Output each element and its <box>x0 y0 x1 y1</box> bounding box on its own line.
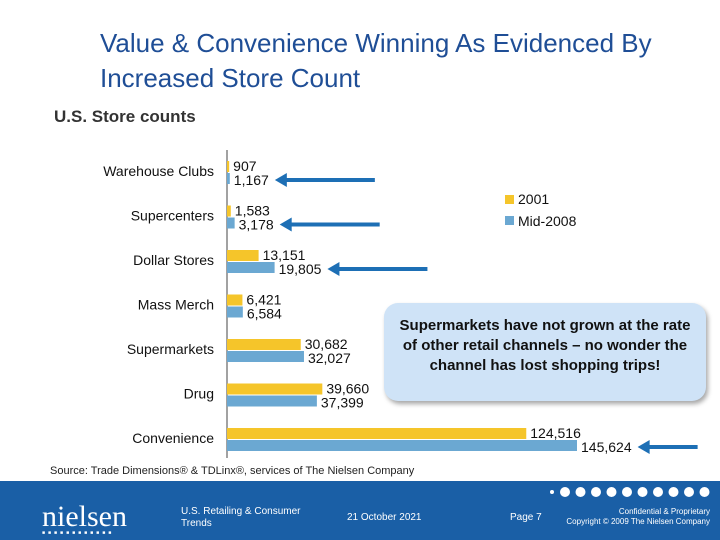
value-label-mid-2008: 19,805 <box>279 261 322 277</box>
legend-swatch-mid-2008 <box>505 216 514 225</box>
footer-date: 21 October 2021 <box>347 512 422 523</box>
decorative-dots <box>550 487 710 497</box>
chart-subtitle: U.S. Store counts <box>54 107 196 126</box>
footer-dot <box>668 487 679 497</box>
bar-2001 <box>227 383 323 395</box>
footer-dot <box>637 487 648 497</box>
value-label-mid-2008: 32,027 <box>308 350 351 366</box>
category-label: Convenience <box>132 430 214 446</box>
footer-confidential: Confidential & Proprietary Copyright © 2… <box>560 507 710 527</box>
footer-dot <box>653 487 663 497</box>
footer-dot <box>606 487 617 497</box>
bar-mid-2008 <box>227 306 243 318</box>
footer-dot <box>699 487 710 497</box>
value-label-2001: 907 <box>233 158 257 174</box>
footer-page-number: Page 7 <box>510 512 542 523</box>
callout-arrow-head <box>274 173 287 187</box>
logo-dots-decoration: ■■■■■■■■■■■■ <box>42 530 115 536</box>
value-label-mid-2008: 37,399 <box>321 395 364 411</box>
footer-dot <box>684 487 694 497</box>
category-label: Dollar Stores <box>133 252 214 268</box>
bar-mid-2008 <box>227 173 230 184</box>
value-label-2001: 30,682 <box>305 336 348 352</box>
bar-mid-2008 <box>227 351 304 362</box>
footer-copyright-line: Copyright © 2009 The Nielsen Company <box>566 517 710 526</box>
bar-2001 <box>227 428 527 439</box>
bar-mid-2008 <box>227 217 235 229</box>
value-label-mid-2008: 145,624 <box>581 439 632 455</box>
value-label-mid-2008: 1,167 <box>234 172 269 188</box>
footer-dot <box>575 487 586 497</box>
value-label-mid-2008: 3,178 <box>239 217 274 233</box>
value-label-mid-2008: 6,584 <box>247 306 282 322</box>
category-label: Supercenters <box>131 208 214 224</box>
callout-arrow-head <box>327 262 340 276</box>
footer-dot <box>560 487 570 497</box>
footer-confidential-line: Confidential & Proprietary <box>618 507 710 516</box>
value-label-2001: 39,660 <box>326 381 369 397</box>
footer-dot <box>550 490 554 494</box>
value-label-2001: 1,583 <box>235 203 270 219</box>
bar-2001 <box>227 339 301 350</box>
category-label: Supermarkets <box>127 341 214 357</box>
value-label-2001: 6,421 <box>246 292 281 308</box>
footer-dot <box>622 487 632 497</box>
category-label: Warehouse Clubs <box>103 163 214 179</box>
footer-dot <box>591 487 601 497</box>
legend-swatch-2001 <box>505 195 514 204</box>
bar-2001 <box>227 161 230 172</box>
bar-2001 <box>227 205 231 217</box>
bar-mid-2008 <box>227 262 275 273</box>
callout-arrow-head <box>279 217 292 232</box>
bar-mid-2008 <box>227 395 317 407</box>
nielsen-logo: nielsen <box>42 500 127 533</box>
legend-label-2001: 2001 <box>518 191 549 207</box>
bar-2001 <box>227 250 259 261</box>
bar-2001 <box>227 294 243 306</box>
bar-mid-2008 <box>227 440 577 451</box>
source-note: Source: Trade Dimensions® & TDLinx®, ser… <box>50 465 415 477</box>
category-label: Mass Merch <box>138 297 214 313</box>
callout-text: Supermarkets have not grown at the rate … <box>399 317 691 374</box>
legend-label-mid-2008: Mid-2008 <box>518 213 577 229</box>
value-label-2001: 124,516 <box>530 425 581 441</box>
slide-title: Value & Convenience Winning As Evidenced… <box>100 28 652 93</box>
callout-arrow-head <box>637 440 650 454</box>
category-label: Drug <box>184 386 214 402</box>
value-label-2001: 13,151 <box>263 247 306 263</box>
footer-report-name: U.S. Retailing & Consumer Trends <box>181 506 301 529</box>
callout-box <box>384 303 706 401</box>
